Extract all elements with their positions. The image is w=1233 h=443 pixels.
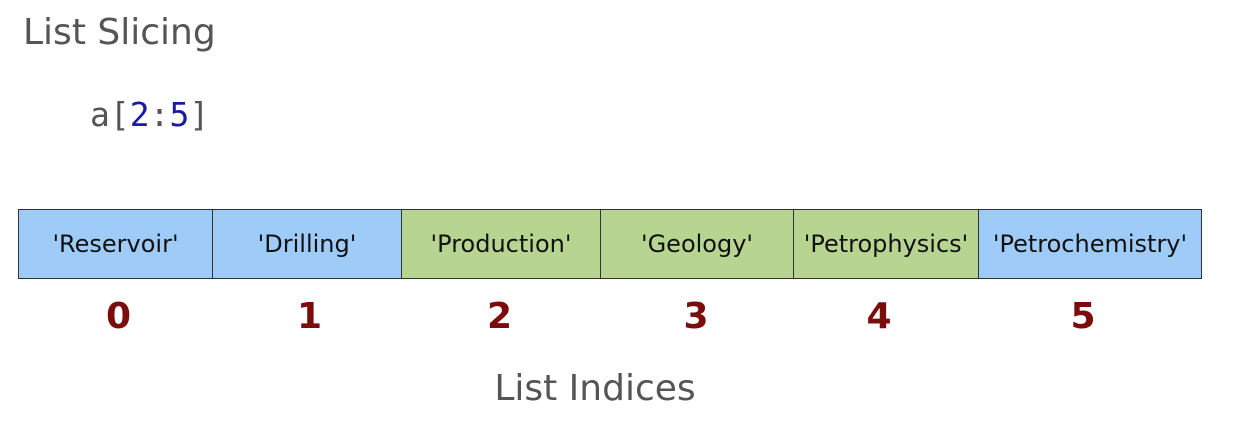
code-open-bracket: [ xyxy=(109,95,130,134)
list-cell: 'Drilling' xyxy=(213,209,402,279)
code-close-bracket: ] xyxy=(189,95,210,134)
index-label: 0 xyxy=(105,296,132,337)
code-colon: : xyxy=(149,95,170,134)
index-row: 0 1 2 3 4 5 xyxy=(18,296,1201,337)
list-cell: 'Geology' xyxy=(601,209,794,279)
list-cell: 'Production' xyxy=(402,209,601,279)
indices-caption: List Indices xyxy=(494,368,696,409)
code-variable: a xyxy=(90,95,110,134)
list-cell: 'Reservoir' xyxy=(18,209,213,279)
index-label: 3 xyxy=(683,296,709,337)
list-cell: 'Petrophysics' xyxy=(794,209,979,279)
list-cell: 'Petrochemistry' xyxy=(979,209,1202,279)
code-stop-index: 5 xyxy=(169,95,190,134)
index-label: 2 xyxy=(486,296,513,337)
code-start-index: 2 xyxy=(129,95,150,134)
diagram-title: List Slicing xyxy=(23,12,216,53)
list-row: 'Reservoir' 'Drilling' 'Production' 'Geo… xyxy=(18,209,1202,279)
index-label: 1 xyxy=(296,296,323,337)
slice-expression: a[2:5] xyxy=(90,95,209,134)
index-label: 4 xyxy=(866,296,892,337)
index-label: 5 xyxy=(1070,296,1096,337)
